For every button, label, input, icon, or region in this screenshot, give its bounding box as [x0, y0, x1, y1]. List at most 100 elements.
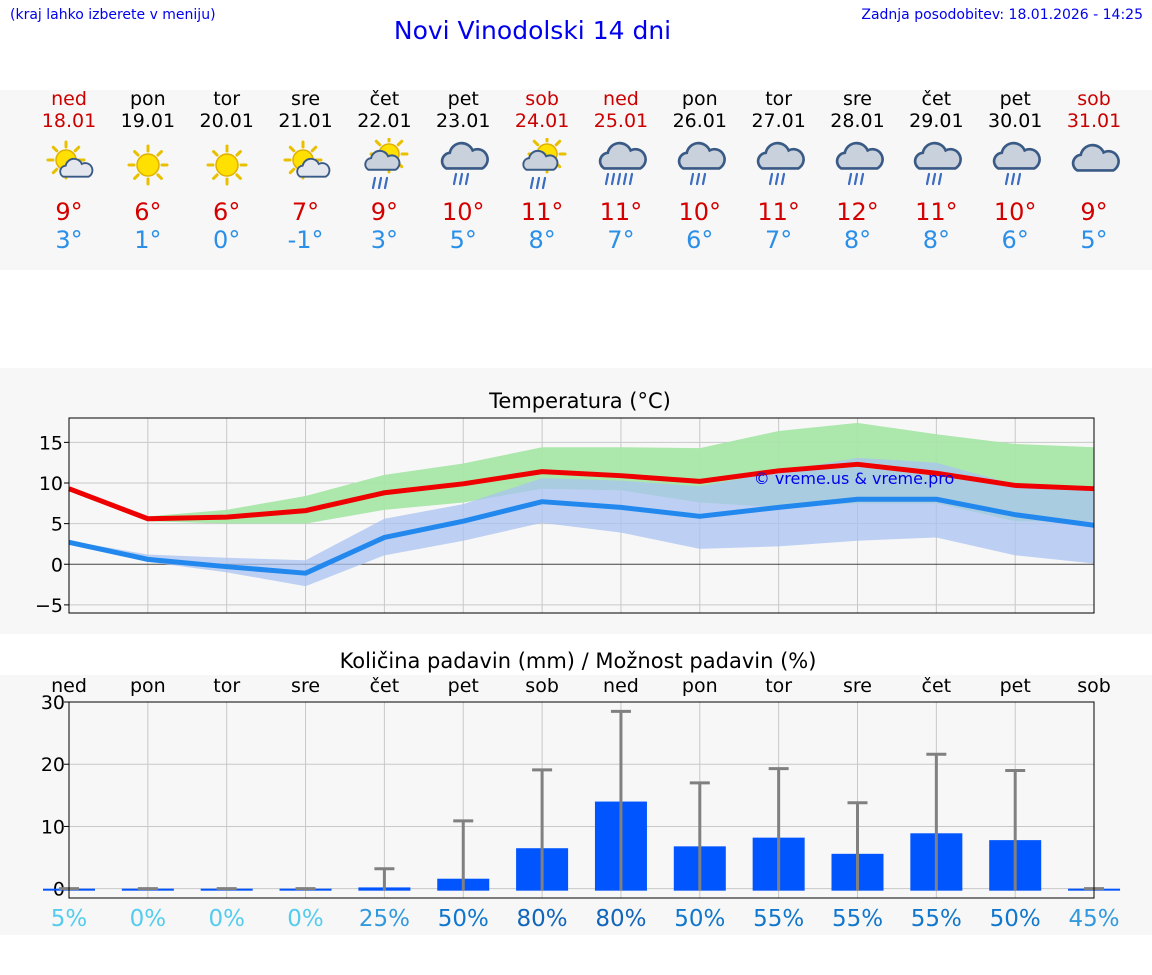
y-tick-label: 10 — [41, 816, 65, 838]
cloud-rain-icon — [423, 138, 503, 192]
min-temp: 5° — [1080, 226, 1108, 254]
x-category-label: sob — [1077, 675, 1111, 697]
y-tick-label: 5 — [51, 514, 63, 536]
y-tick-label: 10 — [39, 473, 63, 495]
min-temp: 8° — [843, 226, 872, 254]
precipitation-probability: 55% — [753, 906, 804, 932]
forecast-strip — [0, 90, 1152, 270]
y-tick-label: 0 — [51, 554, 63, 576]
day-date: 26.01 — [672, 110, 727, 132]
max-temperature-line — [68, 461, 1095, 522]
plot-frame — [68, 701, 1095, 899]
min-temp: 8° — [922, 226, 950, 254]
day-date: 20.01 — [199, 110, 254, 132]
cloud-icon — [1054, 138, 1134, 192]
precipitation-probability: 50% — [990, 906, 1041, 932]
x-category-label: pon — [682, 675, 718, 697]
y-tick-label: 20 — [41, 754, 65, 776]
day-date: 22.01 — [357, 110, 412, 132]
day-column: tor 20.01 6° 0° — [187, 88, 267, 254]
max-temp: 12° — [836, 198, 879, 226]
precipitation-chart-title: Količina padavin (mm) / Možnost padavin … — [340, 649, 817, 673]
precipitation-probability: 45% — [1068, 906, 1119, 932]
y-tick-label: 30 — [41, 692, 65, 714]
x-category-label: tor — [765, 675, 792, 697]
day-date: 18.01 — [41, 110, 97, 132]
precipitation-probability: 5% — [51, 906, 88, 932]
sun-cloud-icon — [29, 138, 109, 192]
day-date: 21.01 — [278, 110, 333, 132]
cloud-rain-icon — [818, 138, 898, 192]
sun-cloud-icon — [266, 138, 346, 192]
x-category-label: sre — [291, 675, 320, 697]
min-range-band — [69, 457, 1095, 587]
day-date: 29.01 — [909, 110, 964, 132]
daily-forecast: ned 18.01 9° 3° pon 19.01 6° 1° tor 20.01 6° 0° sre… — [0, 88, 1152, 268]
max-temp: 11° — [915, 198, 958, 226]
day-date: 28.01 — [830, 110, 885, 132]
precipitation-probability: 0% — [130, 906, 167, 932]
y-tick-label: −5 — [35, 595, 63, 617]
cloud-heavy-rain-icon — [581, 138, 661, 192]
day-name: sob — [1077, 88, 1111, 110]
min-temp: 1° — [134, 226, 162, 254]
min-temperature-line — [68, 496, 1095, 576]
x-category-label: tor — [213, 675, 240, 697]
day-date: 24.01 — [514, 110, 570, 132]
max-temp: 10° — [993, 198, 1037, 226]
x-category-label: ned — [603, 675, 639, 697]
max-temp: 11° — [599, 198, 643, 226]
precipitation-probability: 50% — [674, 906, 725, 932]
location-hint: (kraj lahko izberete v meniju) — [10, 7, 216, 23]
day-name: čet — [369, 88, 400, 110]
min-temp: 3° — [55, 226, 83, 254]
x-category-label: ned — [51, 675, 87, 697]
max-temp: 9° — [55, 198, 83, 226]
precipitation-probability: 80% — [595, 906, 646, 932]
day-column: sre 21.01 7° -1° — [266, 88, 346, 254]
plot-frame — [68, 417, 1095, 614]
x-category-label: sob — [525, 675, 559, 697]
min-temp: 6° — [1001, 226, 1029, 254]
max-temp: 10° — [441, 198, 485, 226]
min-temp: 8° — [528, 226, 556, 254]
cloud-rain-icon — [975, 138, 1055, 192]
sun-icon — [187, 138, 267, 192]
x-category-label: čet — [370, 675, 400, 697]
x-category-label: pon — [130, 675, 166, 697]
min-temp: 6° — [686, 226, 714, 254]
day-column: sre 28.01 12° 8° — [818, 88, 898, 254]
max-temp: 9° — [370, 198, 399, 226]
day-name: sre — [843, 88, 872, 110]
day-name: pet — [447, 88, 479, 110]
x-category-label: pet — [448, 675, 479, 697]
day-name: tor — [765, 88, 793, 110]
day-column: sob 31.01 9° 5° — [1054, 88, 1134, 254]
day-date: 31.01 — [1066, 110, 1122, 132]
precipitation-probability: 50% — [438, 906, 489, 932]
day-column: pet 30.01 10° 6° — [975, 88, 1055, 254]
max-temp: 7° — [291, 198, 320, 226]
precipitation-probability: 25% — [359, 906, 410, 932]
y-tick-label: 15 — [39, 432, 63, 454]
day-column: sob 24.01 11° 8° — [502, 88, 582, 254]
page-title: Novi Vinodolski 14 dni — [393, 16, 672, 45]
cloud-rain-icon — [896, 138, 976, 192]
day-name: sob — [525, 88, 559, 110]
precipitation-probability: 55% — [911, 906, 962, 932]
precipitation-probability: 55% — [832, 906, 883, 932]
day-date: 25.01 — [593, 110, 649, 132]
max-temp: 6° — [134, 198, 162, 226]
sun-cloud-rain-icon — [344, 138, 424, 192]
precipitation-probability: 0% — [287, 906, 324, 932]
x-category-label: čet — [922, 675, 952, 697]
x-category-label: sre — [843, 675, 872, 697]
day-column: ned 25.01 11° 7° — [581, 88, 661, 254]
day-date: 23.01 — [436, 110, 491, 132]
day-name: tor — [213, 88, 241, 110]
last-updated: Zadnja posodobitev: 18.01.2026 - 14:25 — [861, 7, 1143, 23]
day-column: pon 26.01 10° 6° — [660, 88, 740, 254]
day-date: 30.01 — [987, 110, 1043, 132]
day-column: čet 29.01 11° 8° — [896, 88, 976, 254]
min-temp: 5° — [449, 226, 477, 254]
